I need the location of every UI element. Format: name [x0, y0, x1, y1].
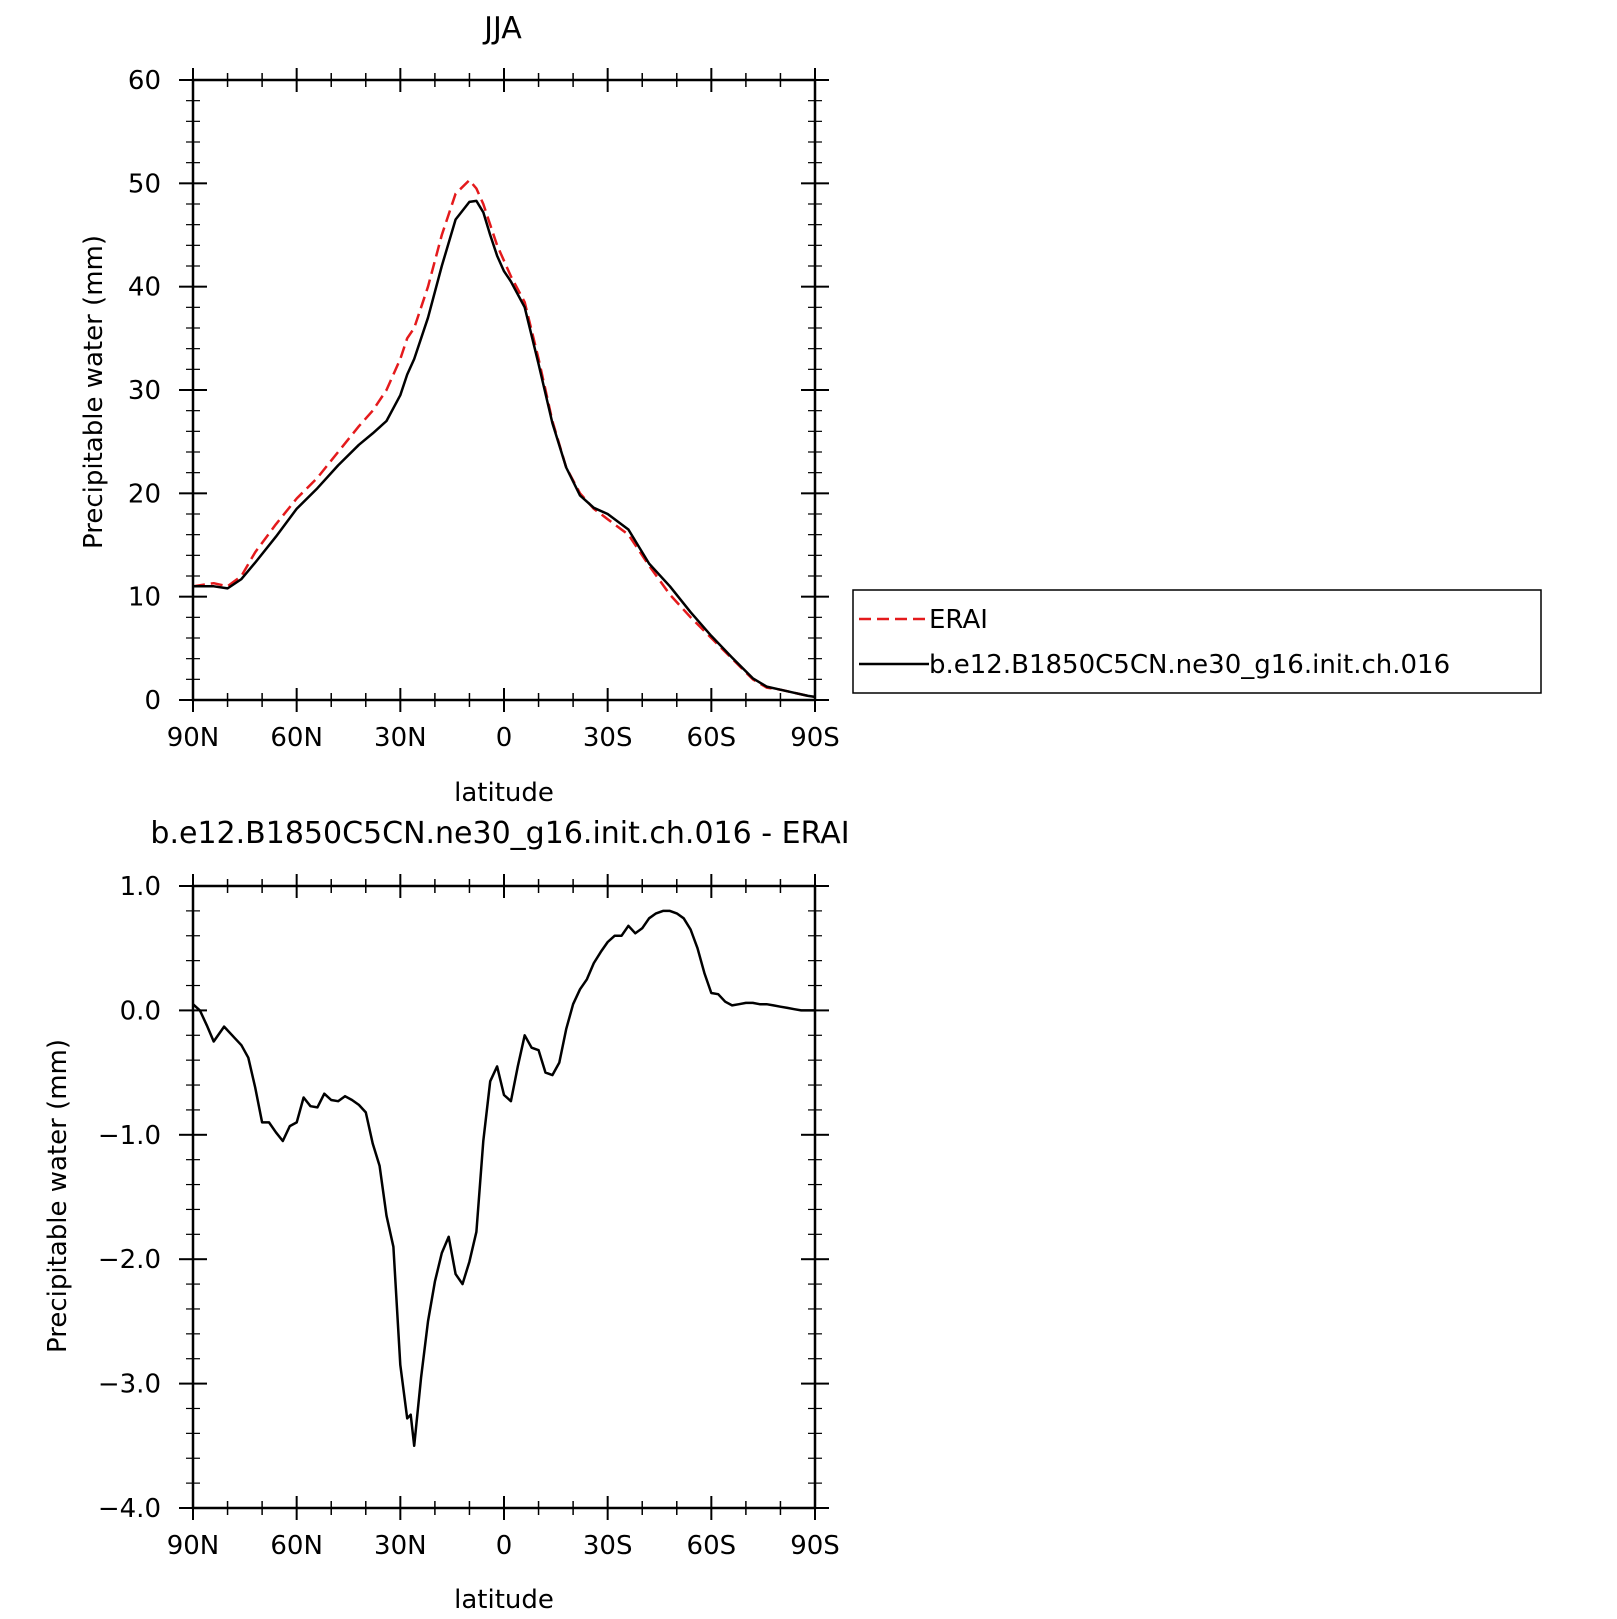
x-tick-label: 90S: [790, 723, 840, 753]
series-line-model: [193, 199, 816, 699]
y-tick-label: 0.0: [120, 996, 161, 1026]
top-y-axis-title: Precipitable water (mm): [79, 235, 109, 549]
top-x-tick-labels: 90N 60N 30N 0 30S 60S 90S: [167, 723, 840, 753]
y-tick-label: 0: [144, 686, 161, 716]
y-tick-label: 30: [128, 376, 161, 406]
bottom-axis-ticks: [179, 874, 829, 1520]
series-line-erai: [192, 178, 816, 699]
top-y-tick-labels: 0 10 20 30 40 50 60: [128, 66, 161, 716]
y-tick-label: −3.0: [98, 1370, 161, 1400]
y-tick-label: 1.0: [120, 872, 161, 902]
legend-label-erai: ERAI: [929, 605, 988, 635]
top-chart-title: JJA: [482, 11, 522, 46]
y-tick-label: −1.0: [98, 1121, 161, 1151]
x-tick-label: 60S: [687, 1531, 737, 1561]
bottom-y-axis-title: Precipitable water (mm): [43, 1039, 73, 1353]
x-tick-label: 90N: [167, 723, 220, 753]
y-tick-label: 60: [128, 66, 161, 96]
top-x-axis-title: latitude: [454, 778, 554, 808]
bottom-x-tick-labels: 90N 60N 30N 0 30S 60S 90S: [167, 1531, 840, 1561]
x-tick-label: 60N: [270, 1531, 323, 1561]
legend-box: [852, 589, 1542, 694]
bottom-plot-frame: [191, 884, 817, 1510]
top-axis-ticks: [179, 68, 829, 712]
bottom-panel: b.e12.B1850C5CN.ne30_g16.init.ch.016 - E…: [43, 816, 850, 1615]
bottom-series-group: [192, 909, 815, 1448]
bottom-chart-title: b.e12.B1850C5CN.ne30_g16.init.ch.016 - E…: [150, 816, 849, 851]
x-tick-label: 30N: [374, 723, 427, 753]
x-tick-label: 30S: [583, 723, 633, 753]
x-tick-label: 60N: [270, 723, 323, 753]
top-panel: JJA 90N 60N 30N 0 30S 60S 90S 0 10 20 30 40 50 60 la…: [79, 11, 840, 808]
x-tick-label: 30S: [583, 1531, 633, 1561]
top-series-group: [192, 178, 816, 699]
bottom-y-tick-labels: 1.0 0.0 −1.0 −2.0 −3.0 −4.0: [98, 872, 161, 1524]
x-tick-label: 30N: [374, 1531, 427, 1561]
y-tick-label: −4.0: [98, 1494, 161, 1524]
x-tick-label: 90S: [790, 1531, 840, 1561]
series-line-difference: [192, 909, 815, 1448]
bottom-x-axis-title: latitude: [454, 1585, 554, 1615]
top-plot-frame: [191, 78, 817, 702]
y-tick-label: 10: [128, 583, 161, 613]
x-tick-label: 0: [496, 1531, 513, 1561]
x-tick-label: 90N: [167, 1531, 220, 1561]
y-tick-label: −2.0: [98, 1245, 161, 1275]
x-tick-label: 60S: [687, 723, 737, 753]
y-tick-label: 50: [128, 169, 161, 199]
y-tick-label: 20: [128, 479, 161, 509]
legend: ERAI b.e12.B1850C5CN.ne30_g16.init.ch.01…: [852, 589, 1542, 694]
x-tick-label: 0: [496, 723, 513, 753]
legend-label-model: b.e12.B1850C5CN.ne30_g16.init.ch.016: [929, 650, 1450, 680]
y-tick-label: 40: [128, 273, 161, 303]
